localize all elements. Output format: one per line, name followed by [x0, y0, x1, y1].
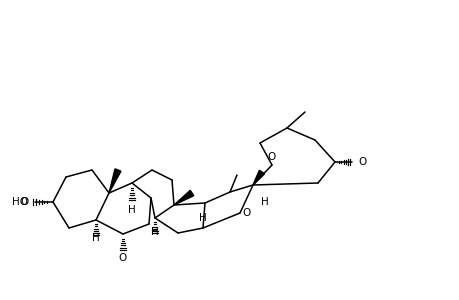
Text: HO: HO [12, 197, 28, 207]
Polygon shape [109, 169, 121, 193]
Text: H: H [151, 227, 158, 237]
Polygon shape [252, 170, 264, 185]
Text: H: H [261, 197, 269, 207]
Text: O: O [357, 157, 365, 167]
Text: O: O [21, 197, 29, 207]
Text: O: O [242, 208, 251, 218]
Text: O: O [267, 152, 275, 162]
Text: H: H [199, 213, 207, 223]
Text: H: H [92, 233, 100, 243]
Polygon shape [174, 190, 193, 205]
Text: H: H [128, 205, 135, 215]
Text: O: O [118, 253, 127, 263]
